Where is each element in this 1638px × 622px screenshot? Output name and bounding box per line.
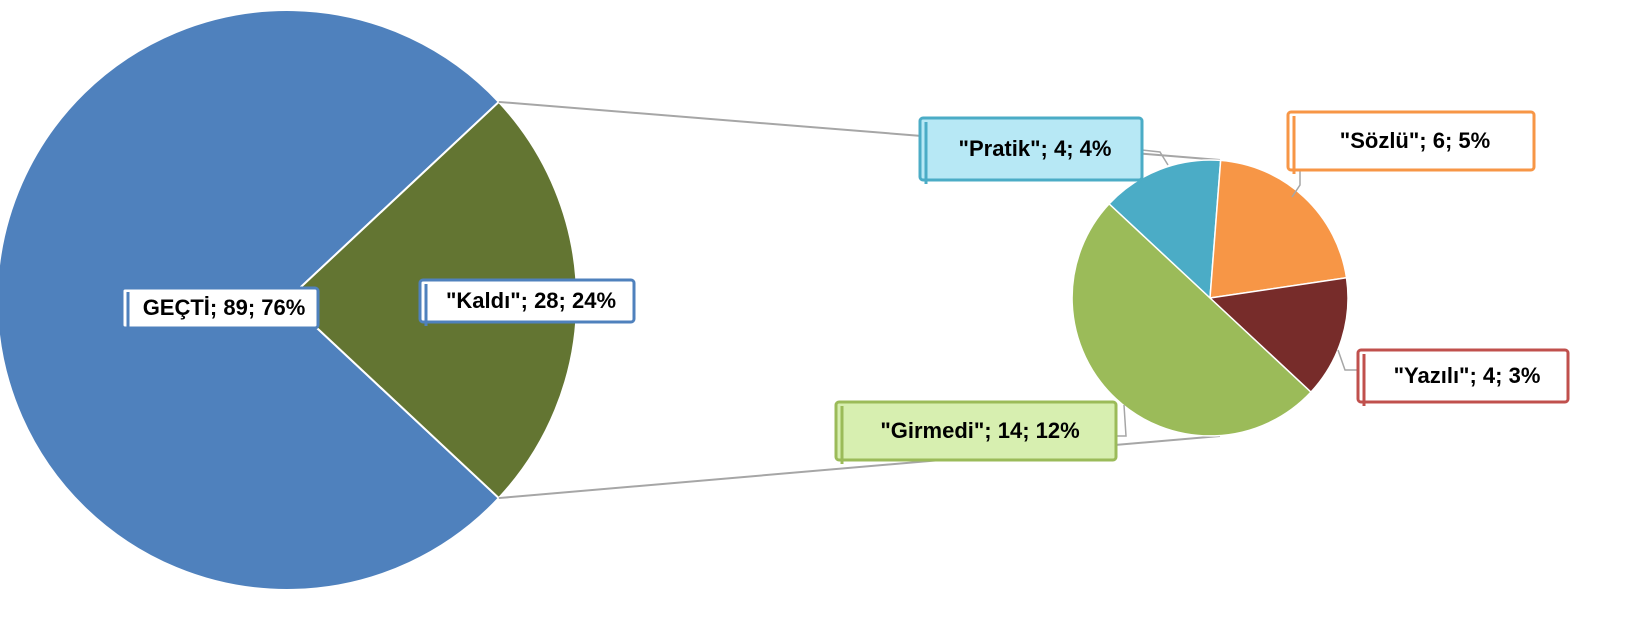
leader-line <box>1141 149 1169 166</box>
pie-slice <box>1108 159 1222 300</box>
leader-line <box>1116 404 1127 437</box>
pie-slice <box>1071 202 1312 437</box>
data-label: "Yazılı"; 4; 3% <box>1394 363 1541 388</box>
data-label-box <box>834 400 1118 462</box>
data-label: "Girmedi"; 14; 12% <box>880 418 1079 443</box>
leader-line <box>1291 170 1301 198</box>
pie-slice <box>1208 276 1349 394</box>
data-label-box <box>1356 348 1570 404</box>
data-label-box <box>418 278 636 324</box>
data-label: "Kaldı"; 28; 24% <box>446 288 616 313</box>
data-label-box <box>918 116 1144 182</box>
data-label-box <box>1286 110 1536 172</box>
data-label: "Sözlü"; 6; 5% <box>1340 128 1490 153</box>
data-label: "Pratik"; 4; 4% <box>959 136 1112 161</box>
leader-line <box>1337 349 1358 371</box>
data-label-box <box>120 286 320 330</box>
data-label: GEÇTİ; 89; 76% <box>143 295 306 320</box>
pie-slice <box>1209 159 1348 299</box>
